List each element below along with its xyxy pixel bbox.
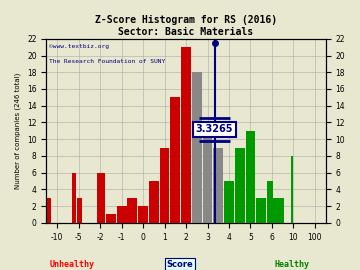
Text: ©www.textbiz.org: ©www.textbiz.org (49, 44, 109, 49)
Bar (127, 198, 137, 223)
Bar (267, 181, 273, 223)
Bar (46, 198, 50, 223)
Bar (77, 198, 82, 223)
Bar (256, 198, 266, 223)
Text: Score: Score (167, 260, 193, 269)
Bar (149, 181, 159, 223)
Bar (273, 198, 276, 223)
Bar (117, 206, 126, 223)
Bar (279, 198, 281, 223)
Bar (291, 156, 293, 223)
Bar (138, 206, 148, 223)
Text: Unhealthy: Unhealthy (50, 260, 94, 269)
Text: The Research Foundation of SUNY: The Research Foundation of SUNY (49, 59, 166, 64)
Text: Healthy: Healthy (274, 260, 309, 269)
Bar (235, 147, 245, 223)
Bar (213, 147, 223, 223)
Bar (106, 214, 116, 223)
Bar (192, 72, 202, 223)
Bar (72, 173, 76, 223)
Bar (246, 131, 255, 223)
Bar (181, 47, 191, 223)
Title: Z-Score Histogram for RS (2016)
Sector: Basic Materials: Z-Score Histogram for RS (2016) Sector: … (95, 15, 277, 37)
Bar (159, 147, 170, 223)
Bar (170, 97, 180, 223)
Bar (276, 198, 279, 223)
Text: 3.3265: 3.3265 (196, 124, 233, 134)
Y-axis label: Number of companies (246 total): Number of companies (246 total) (15, 73, 22, 189)
Bar (203, 131, 212, 223)
Bar (224, 181, 234, 223)
Bar (282, 198, 284, 223)
Bar (97, 173, 105, 223)
